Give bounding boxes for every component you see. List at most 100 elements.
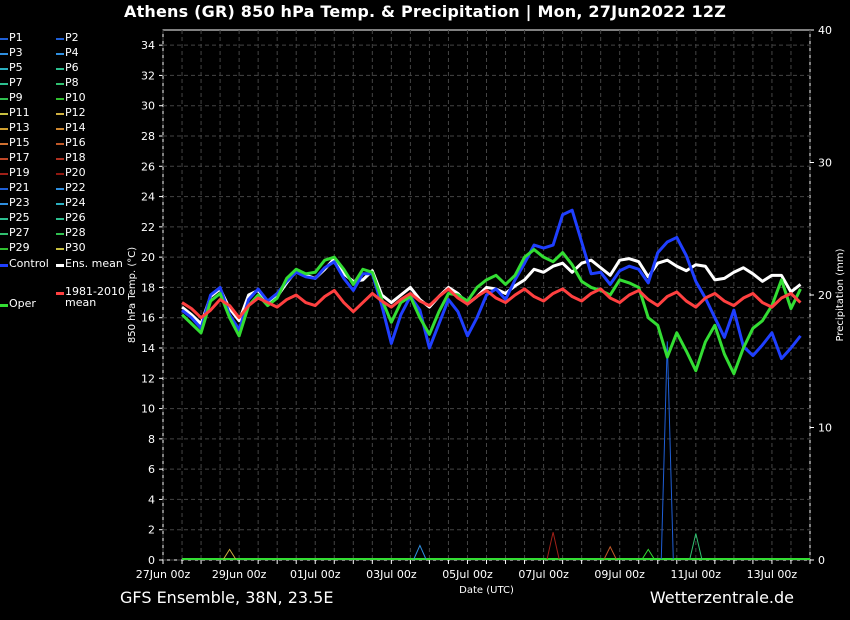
footer-source: GFS Ensemble, 38N, 23.5E [120,588,334,607]
y2-axis-label: Precipitation (mm) [835,248,846,341]
x-tick-label: 29Jun 00z [212,568,267,581]
y-tick-label: 22 [141,221,155,234]
legend-swatch [56,173,64,175]
legend-swatch [0,203,8,205]
legend-swatch [56,68,64,70]
y-tick-label: 26 [141,160,155,173]
y-tick-label: 10 [141,403,155,416]
legend-swatch [0,188,8,190]
series-1981-2010-mean [181,287,802,320]
legend-label: P13 [9,121,30,134]
legend-swatch [0,38,8,40]
legend-swatch [56,264,64,267]
legend-label: P4 [65,46,79,59]
y2-tick-label: 10 [818,422,832,435]
legend-swatch [0,233,8,235]
legend-swatch [0,264,8,267]
y-tick-label: 8 [148,433,155,446]
y-tick-label: 28 [141,130,155,143]
legend-label: P2 [65,31,79,44]
legend-label: P11 [9,106,30,119]
legend-label: P20 [65,166,86,179]
legend-swatch [0,173,8,175]
legend-label: P26 [65,211,86,224]
legend-swatch [56,292,64,295]
precip-spike [413,544,427,560]
legend-swatch [56,203,64,205]
legend-label: P29 [9,241,30,254]
legend-swatch [0,158,8,160]
footer-site: Wetterzentrale.de [649,588,794,607]
legend-swatch [56,218,64,220]
y2-tick-label: 30 [818,157,832,170]
precip-spike [641,548,655,560]
legend-label: P1 [9,31,23,44]
legend-label: P21 [9,181,30,194]
legend-label: P27 [9,226,30,239]
series-line [181,287,802,320]
y2-tick-label: 0 [818,554,825,567]
legend-label: P14 [65,121,86,134]
legend-label: P19 [9,166,30,179]
chart-title: Athens (GR) 850 hPa Temp. & Precipitatio… [123,2,726,21]
y-tick-label: 20 [141,251,155,264]
y-tick-label: 24 [141,191,155,204]
legend-swatch [56,143,64,145]
legend-label: Ens. mean [65,257,123,270]
legend-swatch [56,38,64,40]
y-tick-label: 16 [141,312,155,325]
legend-label: P28 [65,226,86,239]
legend-swatch [0,128,8,130]
x-tick-label: 13Jul 00z [747,568,798,581]
legend-swatch [0,218,8,220]
legend-swatch [0,304,8,307]
legend-label: P30 [65,241,86,254]
precip-spike [223,548,237,560]
legend-swatch [0,83,8,85]
legend-swatch [56,98,64,100]
legend-swatch [0,68,8,70]
y-tick-label: 14 [141,342,155,355]
legend-label: P22 [65,181,86,194]
y-axis-label: 850 hPa Temp. (°C) [127,247,138,343]
legend-swatch [56,53,64,55]
y-tick-label: 34 [141,39,155,52]
x-tick-label: 11Jul 00z [671,568,722,581]
y2-tick-label: 40 [818,24,832,37]
y-tick-label: 30 [141,100,155,113]
precip-spike [546,532,560,560]
legend-label: P23 [9,196,30,209]
legend: P1 P2 P3 P4 P5 P6 P7 P8 P9 P10 P11 P12 P13 P14 P15 P16 P… [0,32,135,322]
legend-swatch [56,233,64,235]
legend-swatch [56,83,64,85]
legend-label: P7 [9,76,23,89]
legend-label: P8 [65,76,79,89]
legend-swatch [0,98,8,100]
y-tick-label: 12 [141,372,155,385]
legend-label: P10 [65,91,86,104]
legend-label: Oper [9,297,36,310]
legend-label: P6 [65,61,79,74]
x-tick-label: 03Jul 00z [366,568,417,581]
x-tick-label: 09Jul 00z [594,568,645,581]
precip-spike [660,341,674,560]
y-tick-label: 0 [148,554,155,567]
precip-spike [689,533,703,560]
legend-label: 1981-2010 mean [65,285,125,309]
series-line [180,248,802,376]
legend-label: P25 [9,211,30,224]
x-tick-label: 05Jul 00z [442,568,493,581]
x-axis-label: Date (UTC) [459,585,514,596]
y2-tick-label: 20 [818,289,832,302]
y-tick-label: 32 [141,69,155,82]
legend-label: P16 [65,136,86,149]
x-tick-label: 07Jul 00z [518,568,569,581]
y-tick-label: 18 [141,281,155,294]
y-tick-label: 2 [148,524,155,537]
legend-label: Control [9,257,49,270]
legend-swatch [56,188,64,190]
legend-label: P12 [65,106,86,119]
legend-swatch [0,113,8,115]
legend-swatch [0,143,8,145]
